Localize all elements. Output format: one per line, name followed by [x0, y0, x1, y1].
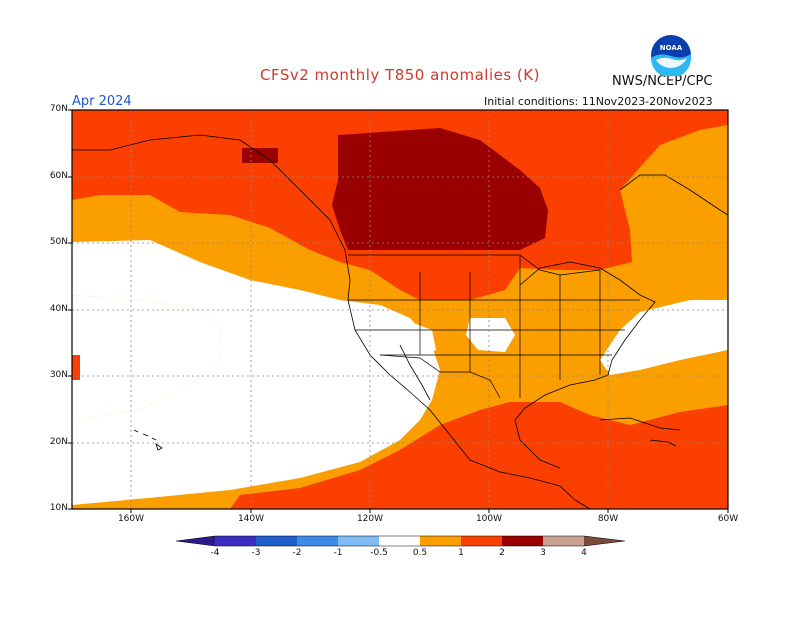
anomaly-1-2-south-region [230, 402, 728, 509]
colorbar-label: 2 [499, 548, 505, 558]
neutral-us-southwest-region [466, 318, 515, 352]
colorbar-label: -3 [251, 548, 261, 558]
colorbar-seg-1 [215, 536, 256, 546]
neutral-pacific-region [72, 240, 440, 505]
colorbar-label: 3 [540, 548, 546, 558]
neutral-us-west-region [365, 315, 436, 358]
political-borders [348, 254, 640, 399]
lon-label: 120W [356, 514, 384, 524]
colorbar-label: -1 [333, 548, 343, 558]
neutral-atlantic-region [604, 305, 728, 370]
lat-label: 50N [49, 237, 68, 247]
axis-ticks [68, 109, 729, 513]
map-title: CFSv2 monthly T850 anomalies (K) [260, 66, 540, 84]
colorbar [175, 535, 626, 547]
logo-text: NOAA [660, 44, 683, 52]
noaa-logo-icon: NOAA [651, 35, 691, 76]
forecast-month: Apr 2024 [72, 94, 132, 109]
lat-label: 60N [49, 171, 68, 181]
colorbar-gt-4 [584, 536, 625, 546]
anomaly-2-3-canada-region [332, 128, 548, 250]
lon-label: 100W [475, 514, 503, 524]
colorbar-label: 4 [581, 548, 587, 558]
agency-label: NWS/NCEP/CPC [612, 74, 713, 89]
colorbar-label: 0.5 [412, 548, 428, 558]
colorbar-seg-6 [420, 536, 461, 546]
lat-label: 10N [49, 503, 68, 513]
lon-label: 80W [597, 514, 619, 524]
lon-label: 140W [237, 514, 265, 524]
lat-label: 20N [49, 437, 68, 447]
colorbar-seg-3 [297, 536, 338, 546]
colorbar-seg-7 [461, 536, 502, 546]
colorbar-seg-2 [256, 536, 297, 546]
colorbar-seg-5 [379, 536, 420, 546]
colorbar-seg-9 [543, 536, 584, 546]
lat-label: 40N [49, 304, 68, 314]
hawaii-islands [133, 429, 163, 451]
colorbar-seg-8 [502, 536, 543, 546]
initial-conditions: Initial conditions: 11Nov2023-20Nov2023 [484, 95, 713, 108]
colorbar-label: -2 [292, 548, 302, 558]
graticule [72, 110, 728, 509]
colorbar-seg-4 [338, 536, 379, 546]
colorbar-lt-4 [176, 536, 215, 546]
colorbar-label: -0.5 [370, 548, 388, 558]
colorbar-label: 1 [458, 548, 464, 558]
lat-label: 70N [49, 104, 68, 114]
anomaly-1-2-west-region [72, 355, 80, 380]
lon-label: 60W [717, 514, 739, 524]
lat-label: 30N [49, 370, 68, 380]
anomaly-2-3-alaska-region [242, 148, 278, 163]
colorbar-label: -4 [210, 548, 220, 558]
lon-label: 160W [117, 514, 145, 524]
